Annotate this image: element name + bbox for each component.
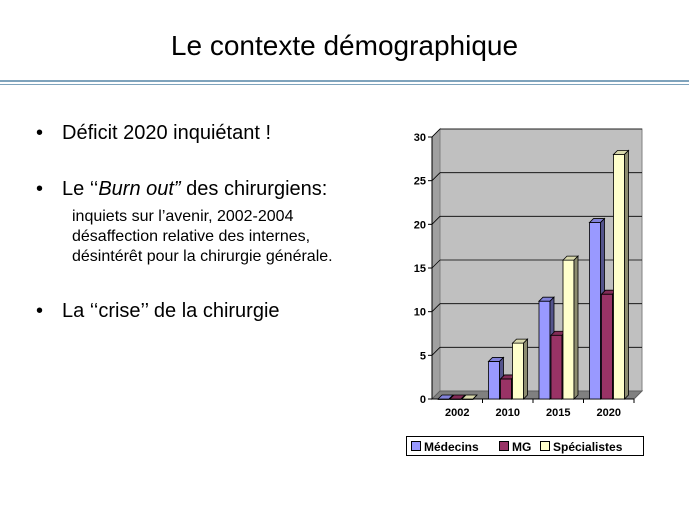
bullet-text-post: des chirurgiens:: [180, 178, 328, 200]
legend-swatch: [499, 441, 509, 451]
bullet-marker: •: [36, 300, 44, 322]
y-tick-label: 25: [414, 176, 426, 188]
y-tick-label: 30: [414, 132, 426, 144]
y-tick-label: 20: [414, 219, 426, 231]
bullet-text-emphasis: Burn out”: [98, 178, 181, 200]
bullet-text: Déficit 2020 inquiétant !: [62, 122, 272, 144]
bar: [500, 378, 512, 400]
bar: [562, 259, 575, 400]
title-divider: [0, 80, 689, 82]
sub-bullet-line: désaffection relative des internes,: [72, 228, 311, 245]
legend-item-medecins: Médecins: [411, 440, 479, 454]
chart-legend: Médecins MG Spécialistes: [406, 436, 644, 456]
legend-item-specialistes: Spécialistes: [540, 440, 622, 454]
bullet-text: Le ‘‘Burn out” des chirurgiens:: [62, 178, 327, 201]
gridline-side: [431, 259, 441, 269]
legend-label: MG: [512, 440, 532, 454]
bar-chart-svg: 0 5 10 15 20 25 30 2002 2010 2015 2020: [414, 127, 644, 419]
gridline-side: [431, 303, 441, 312]
bar: [601, 293, 613, 400]
sub-bullet-line: désintérêt pour la chirurgie générale.: [72, 248, 333, 265]
gridline-side: [431, 347, 441, 356]
x-tick-label: 2010: [496, 407, 520, 419]
bar-side: [460, 394, 466, 400]
bullet-marker: •: [36, 122, 44, 144]
bullet-text: La ‘‘crise’’ de la chirurgie: [62, 300, 280, 322]
slide-title: Le contexte démographique: [170, 30, 519, 61]
legend-swatch: [540, 441, 550, 451]
bar: [589, 222, 601, 400]
legend-label: Médecins: [424, 440, 479, 454]
bar: [512, 342, 524, 400]
x-tick-label: 2015: [546, 407, 570, 419]
bar: [488, 361, 500, 400]
legend-label: Spécialistes: [553, 440, 623, 454]
bar: [613, 154, 625, 400]
y-tick-label: 0: [420, 394, 426, 406]
legend-item-mg: MG: [499, 440, 531, 454]
y-tick-label: 10: [414, 307, 426, 319]
bullet-marker: •: [36, 178, 44, 200]
gridline-side: [431, 172, 441, 181]
sub-bullet-line: inquiets sur l’avenir, 2002-2004: [72, 208, 294, 225]
title-band: Le contexte démographique: [0, 0, 689, 80]
bar-side: [448, 394, 454, 400]
gridline-side: [431, 216, 441, 225]
x-tick-label: 2020: [597, 407, 621, 419]
bar-side: [523, 338, 528, 400]
bar: [550, 334, 563, 400]
legend-swatch: [411, 441, 421, 451]
bullet-text-pre: Le ‘‘: [62, 178, 99, 200]
y-tick-label: 15: [414, 263, 426, 275]
title-divider-thin: [0, 84, 689, 85]
bar-chart: 0 5 10 15 20 25 30 2002 2010 2015 2020: [370, 125, 680, 465]
y-tick-label: 5: [420, 350, 426, 362]
bar-side: [472, 394, 478, 400]
bar-side: [624, 149, 629, 400]
bar: [538, 300, 551, 400]
gridline-side: [431, 128, 441, 138]
bar-side: [573, 255, 579, 400]
x-tick-label: 2002: [445, 407, 469, 419]
